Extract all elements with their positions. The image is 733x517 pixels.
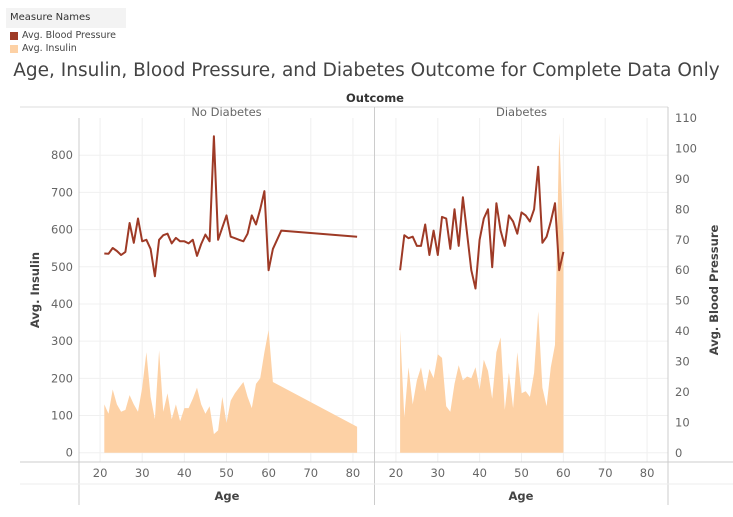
x-tick-label: 60 (556, 466, 571, 480)
x-tick-label: 70 (598, 466, 613, 480)
y-right-tick-label: 90 (675, 172, 690, 186)
legend-swatch-blood-pressure (10, 31, 18, 40)
y-left-tick-label: 500 (51, 260, 73, 274)
series-line-blood-pressure-no-diabetes (104, 135, 358, 278)
column-header: Outcome (346, 91, 404, 105)
y-right-tick-label: 30 (675, 355, 690, 369)
y-right-tick-label: 0 (675, 446, 682, 460)
x-tick-label: 50 (514, 466, 529, 480)
y-right-tick-label: 100 (675, 141, 697, 155)
y-right-tick-label: 50 (675, 294, 690, 308)
y-right-tick-label: 80 (675, 202, 690, 216)
y-right-tick-label: 60 (675, 263, 690, 277)
x-tick-label: 70 (303, 466, 318, 480)
legend-title: Measure Names (6, 8, 126, 28)
x-tick-label: 40 (177, 466, 192, 480)
series-line-blood-pressure-diabetes (399, 165, 565, 290)
legend: Measure Names Avg. Blood Pressure Avg. I… (6, 8, 126, 56)
y-left-tick-label: 100 (51, 409, 73, 423)
series-area-insulin-diabetes (400, 132, 564, 453)
y-right-tick-label: 40 (675, 324, 690, 338)
x-tick-label: 60 (261, 466, 276, 480)
y-right-tick-label: 20 (675, 385, 690, 399)
y-right-axis-title: Avg. Blood Pressure (707, 225, 721, 356)
y-left-tick-label: 600 (51, 223, 73, 237)
chart-title: Age, Insulin, Blood Pressure, and Diabet… (13, 60, 720, 81)
y-left-tick-label: 200 (51, 371, 73, 385)
x-tick-label: 40 (472, 466, 487, 480)
y-left-tick-label: 400 (51, 297, 73, 311)
legend-label-insulin: Avg. Insulin (22, 43, 77, 54)
x-axis-title-no-diabetes: Age (215, 489, 240, 503)
panel-header-diabetes: Diabetes (496, 105, 547, 119)
x-tick-label: 80 (346, 466, 361, 480)
y-left-tick-label: 700 (51, 185, 73, 199)
x-tick-label: 20 (389, 466, 404, 480)
legend-item-blood-pressure: Avg. Blood Pressure (10, 30, 116, 41)
x-tick-label: 30 (430, 466, 445, 480)
y-right-tick-label: 10 (675, 415, 690, 429)
x-tick-label: 50 (219, 466, 234, 480)
y-right-tick-label: 110 (675, 111, 697, 125)
x-tick-label: 20 (93, 466, 108, 480)
x-axis-title-diabetes: Age (509, 489, 534, 503)
y-right-tick-label: 70 (675, 233, 690, 247)
x-tick-label: 80 (640, 466, 655, 480)
series-area-insulin-no-diabetes (104, 330, 358, 453)
legend-label-blood-pressure: Avg. Blood Pressure (22, 30, 117, 41)
x-tick-label: 30 (135, 466, 150, 480)
legend-swatch-insulin (10, 44, 18, 53)
legend-item-insulin: Avg. Insulin (10, 43, 77, 54)
panel-header-no-diabetes: No Diabetes (191, 105, 261, 119)
y-left-tick-label: 300 (51, 334, 73, 348)
y-left-axis-title: Avg. Insulin (28, 252, 42, 328)
y-left-tick-label: 0 (66, 446, 73, 460)
y-left-tick-label: 800 (51, 148, 73, 162)
